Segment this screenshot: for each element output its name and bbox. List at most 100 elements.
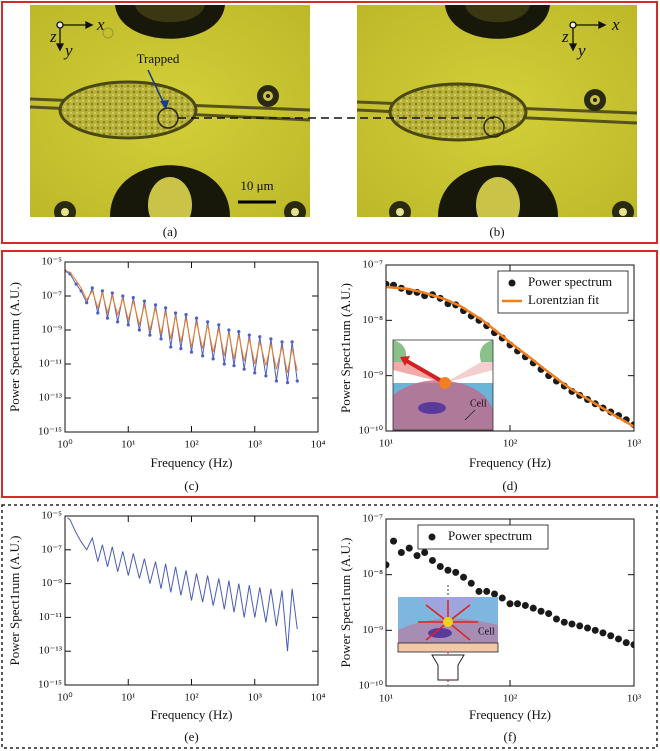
data-point: [217, 323, 221, 327]
panel-label: (a): [163, 224, 177, 239]
y-tick-label: 10⁻⁵: [41, 510, 62, 522]
axis-letter: y: [576, 41, 586, 60]
y-tick-label: 10⁻⁹: [41, 324, 62, 336]
series-line: [67, 517, 298, 652]
data-point: [179, 347, 183, 351]
data-point: [201, 354, 205, 358]
y-axis-title: Power Spect1rum (A.U.): [338, 538, 353, 668]
y-tick-label: 10⁻⁸: [362, 568, 383, 580]
x-axis-title: Frequency (Hz): [469, 455, 551, 470]
data-point: [253, 371, 257, 375]
y-tick-label: 10⁻¹⁵: [38, 426, 62, 438]
data-point: [475, 587, 483, 595]
inset-label: Cell: [470, 398, 487, 409]
x-tick-label: 10²: [503, 693, 518, 705]
plots: 10⁰ 10¹ 10² 10³ 10⁴ 10⁻¹⁵ 10⁻¹³ 10⁻¹¹ 10⁻⁹ 10⁻⁷ 10…: [7, 256, 642, 744]
data-point: [105, 316, 110, 320]
data-point: [413, 552, 421, 560]
data-point: [483, 587, 491, 595]
plot-area: [67, 517, 298, 652]
data-point: [142, 299, 146, 303]
x-tick-label: 10¹: [121, 439, 135, 451]
y-tick-label: 10⁻¹⁵: [38, 679, 62, 691]
data-point: [90, 286, 94, 290]
data-point: [159, 337, 163, 341]
legend-label: Power spectrum: [528, 274, 612, 289]
x-tick-label: 10⁰: [57, 692, 73, 704]
plot-area: [386, 280, 634, 429]
y-tick-label: 10⁻⁵: [41, 256, 62, 268]
data-point: [173, 311, 178, 315]
data-point: [237, 330, 241, 334]
x-tick-label: 10⁰: [57, 439, 73, 451]
micrograph: [30, 5, 310, 217]
data-point: [280, 340, 284, 344]
data-point: [545, 610, 553, 618]
y-tick-label: 10⁻⁷: [362, 513, 383, 525]
data-point: [436, 563, 444, 571]
x-axis-title: Frequency (Hz): [469, 707, 551, 722]
data-point: [405, 544, 413, 552]
data-point: [630, 641, 634, 649]
y-axis-title: Power Spect1rum (A.U.): [338, 283, 353, 413]
data-point: [428, 556, 436, 564]
data-point: [460, 573, 468, 581]
data-point: [290, 340, 294, 344]
data-point: [258, 335, 262, 339]
data-point: [615, 635, 623, 643]
inset-label: Cell: [478, 626, 495, 637]
data-point: [514, 600, 522, 608]
y-tick-label: 10⁻⁹: [362, 369, 383, 381]
y-axis-title: Power Spect1rum (A.U.): [7, 282, 22, 412]
data-point: [100, 289, 104, 293]
y-tick-label: 10⁻¹³: [39, 392, 63, 404]
x-tick-label: 10¹: [379, 438, 393, 450]
data-point: [85, 301, 89, 305]
data-point: [444, 566, 452, 574]
inset-diagram: [392, 339, 494, 431]
data-point: [498, 594, 506, 602]
data-point: [153, 303, 158, 307]
y-tick-label: 10⁻¹⁰: [358, 680, 383, 692]
y-tick-label: 10⁻⁷: [362, 259, 383, 271]
data-point: [591, 626, 599, 634]
data-point: [568, 620, 576, 628]
data-point: [529, 604, 537, 612]
data-point: [164, 306, 168, 310]
data-point: [169, 345, 173, 349]
x-tick-label: 10¹: [121, 692, 135, 704]
data-point: [506, 600, 514, 608]
data-point: [584, 624, 592, 632]
scale-label: 10 μm: [240, 178, 273, 193]
axis-letter: x: [96, 15, 105, 34]
legend-label: Lorentzian fit: [528, 292, 599, 307]
legend-label: Power spectrum: [448, 528, 532, 543]
data-point: [227, 328, 231, 332]
data-point: [222, 362, 226, 366]
panel-label: (c): [184, 478, 198, 493]
data-point: [131, 296, 135, 300]
axis-letter: x: [611, 15, 620, 34]
data-point: [232, 364, 236, 368]
y-tick-label: 10⁻¹¹: [39, 358, 62, 370]
data-point: [264, 374, 268, 378]
legend-box: [497, 270, 629, 314]
series-line: [65, 270, 298, 383]
y-tick-label: 10⁻¹⁰: [358, 425, 383, 437]
data-point: [552, 615, 560, 623]
data-point: [247, 333, 251, 337]
data-point: [74, 282, 78, 286]
y-axis-title: Power Spect1rum (A.U.): [7, 536, 22, 666]
data-point: [421, 549, 429, 557]
y-tick-label: 10⁻⁹: [362, 624, 383, 636]
data-point: [110, 291, 114, 295]
panel-label: (e): [184, 729, 198, 744]
data-point: [184, 313, 188, 317]
data-point: [397, 549, 405, 557]
axis-letter: z: [49, 27, 57, 46]
data-point: [211, 357, 215, 361]
x-tick-label: 10⁴: [311, 439, 326, 451]
data-point: [386, 561, 390, 569]
